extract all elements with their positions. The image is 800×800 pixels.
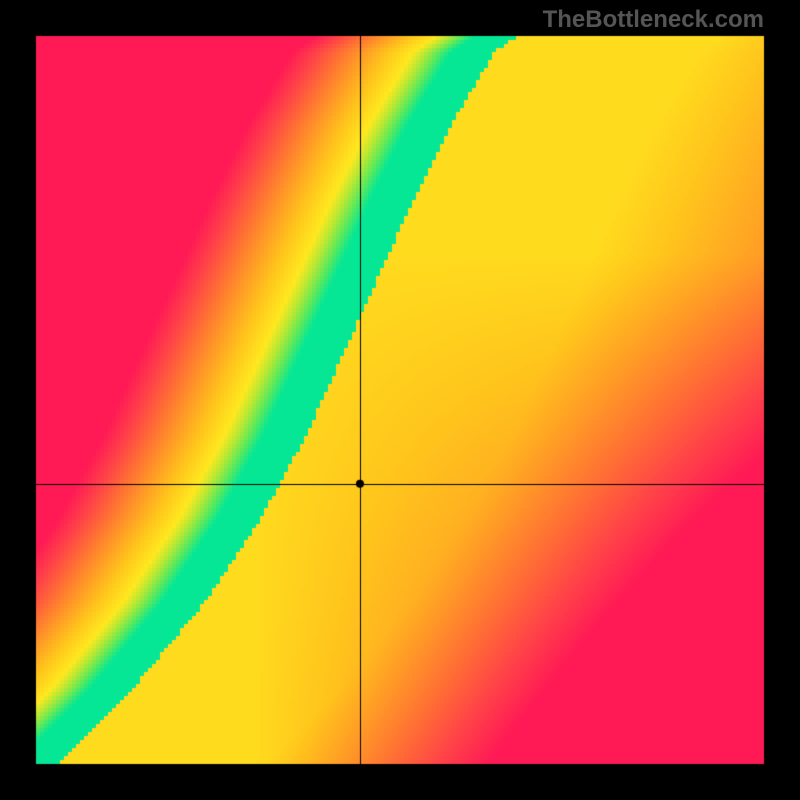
chart-container: TheBottleneck.com	[0, 0, 800, 800]
heatmap-canvas	[0, 0, 800, 800]
watermark-label: TheBottleneck.com	[543, 6, 764, 34]
